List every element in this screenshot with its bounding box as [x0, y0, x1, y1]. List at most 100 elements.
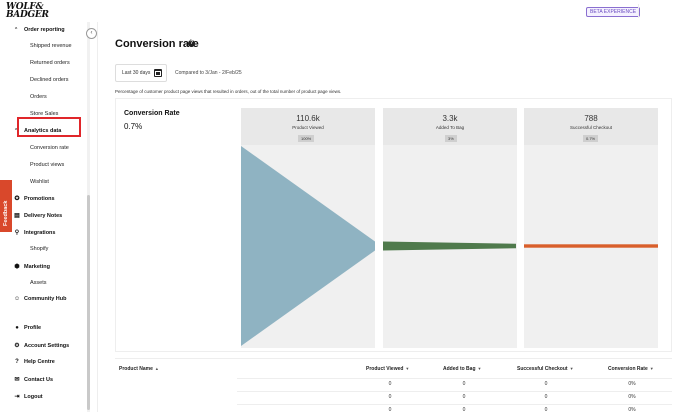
marketing-icon: ⬢	[14, 264, 20, 270]
funnel-step-product-viewed: 110.6k Product Viewed 100%	[241, 108, 375, 145]
sidebar-item-wishlist[interactable]: Wishlist	[30, 179, 49, 185]
date-range-picker[interactable]: Last 30 days	[115, 64, 167, 82]
calendar-icon	[154, 69, 162, 77]
table-cell: 0	[388, 394, 392, 400]
top-bar: WOLF& BADGER BETA EXPERIENCE	[0, 0, 688, 22]
feedback-tab[interactable]: Feedback	[0, 180, 12, 232]
sidebar-item-order-reporting[interactable]: ⌃ Order reporting	[14, 27, 65, 33]
col-header-label: Added to Bag	[443, 366, 476, 372]
sidebar-item-label: Orders	[30, 94, 47, 100]
sidebar-item-label: Help Centre	[24, 359, 55, 365]
table-cell: 0%	[628, 407, 636, 412]
sidebar-item-label: Shopify	[30, 246, 49, 252]
sidebar-item-product-views[interactable]: Product views	[30, 162, 64, 168]
sort-desc-icon: ▼	[569, 366, 574, 371]
funnel-step-label: Successful Checkout	[569, 125, 613, 130]
sidebar-item-label: Analytics data	[24, 128, 62, 134]
col-header-successful-checkout[interactable]: Successful Checkout ▼	[517, 366, 574, 372]
divider	[97, 22, 98, 412]
sidebar-item-marketing[interactable]: ⬢ Marketing	[14, 263, 50, 270]
sidebar-item-shipped-revenue[interactable]: Shipped revenue	[30, 43, 72, 49]
sort-asc-icon: ▲	[154, 366, 159, 371]
profile-icon: ●	[15, 325, 19, 331]
feedback-label: Feedback	[3, 200, 9, 226]
sidebar-item-label: Community Hub	[24, 296, 67, 302]
help-centre-icon: ?	[15, 359, 19, 365]
integrations-icon: ⚲	[14, 230, 20, 236]
funnel-column-bg	[524, 108, 658, 348]
sidebar-item-profile[interactable]: ● Profile	[14, 325, 41, 331]
user-menu[interactable]	[638, 4, 662, 18]
sidebar-item-label: Promotions	[24, 196, 55, 202]
funnel-step-pct: 0.7%	[583, 135, 599, 142]
sidebar-item-assets[interactable]: Assets	[30, 280, 47, 286]
table-cell: 0	[544, 394, 548, 400]
beta-experience-badge[interactable]: BETA EXPERIENCE	[586, 7, 641, 17]
promotions-icon: ✪	[14, 196, 20, 202]
sidebar-item-shopify[interactable]: Shopify	[30, 246, 48, 252]
sidebar-item-label: Declined orders	[30, 77, 69, 83]
sidebar-item-analytics-data[interactable]: ⌃ Analytics data	[14, 128, 61, 134]
col-header-label: Product Viewed	[366, 366, 404, 372]
account-settings-icon: ⚙	[14, 343, 20, 349]
col-header-added-to-bag[interactable]: Added to Bag ▼	[443, 366, 481, 372]
conversion-rate-title: Conversion Rate	[124, 110, 180, 117]
sidebar-item-store-sales[interactable]: Store Sales	[30, 111, 58, 117]
table-cell: 0%	[628, 394, 636, 400]
funnel-step-value: 788	[584, 114, 598, 123]
table-row[interactable]	[237, 404, 672, 405]
chevron-up-icon: ⌃	[14, 27, 19, 33]
collapse-sidebar-button[interactable]: ‹	[86, 28, 97, 39]
table-cell: 0	[462, 407, 466, 412]
help-icon[interactable]: ?	[188, 40, 195, 47]
funnel-step-successful-checkout: 788 Successful Checkout 0.7%	[524, 108, 658, 145]
sidebar-item-community-hub[interactable]: ☺ Community Hub	[14, 296, 66, 302]
sidebar-scrollbar-thumb[interactable]	[87, 195, 90, 410]
col-header-product-viewed[interactable]: Product Viewed ▼	[366, 366, 409, 372]
table-cell: 0	[462, 394, 466, 400]
sidebar-item-logout[interactable]: ⇥ Logout	[14, 393, 43, 400]
logout-icon: ⇥	[14, 394, 20, 400]
sidebar-item-label: Shipped revenue	[30, 43, 72, 49]
sidebar-item-label: Assets	[30, 280, 47, 286]
table-row[interactable]	[237, 391, 672, 392]
sidebar-item-label: Conversion rate	[30, 145, 69, 151]
sidebar-item-label: Contact Us	[24, 377, 54, 383]
table-row[interactable]	[237, 378, 672, 379]
table-cell: 0	[544, 407, 548, 412]
sidebar-item-returned-orders[interactable]: Returned orders	[30, 60, 70, 66]
contact-us-icon: ✉	[14, 377, 20, 383]
sidebar-item-label: Marketing	[24, 264, 50, 270]
funnel-column-bg	[383, 108, 517, 348]
sidebar-item-conversion-rate[interactable]: Conversion rate	[30, 145, 69, 151]
funnel-step-added-to-bag: 3.3k Added To Bag 3%	[383, 108, 517, 145]
conversion-rate-value: 0.7%	[124, 122, 143, 131]
page-title: Conversion rate	[115, 38, 199, 50]
sidebar-item-account-settings[interactable]: ⚙ Account Settings	[14, 342, 69, 349]
sidebar-item-contact-us[interactable]: ✉ Contact Us	[14, 376, 53, 383]
logo[interactable]: WOLF& BADGER	[6, 2, 49, 20]
sidebar-item-integrations[interactable]: ⚲ Integrations	[14, 229, 56, 236]
sidebar-item-label: Integrations	[24, 230, 56, 236]
sidebar-item-promotions[interactable]: ✪ Promotions	[14, 195, 55, 202]
table-divider	[115, 358, 672, 359]
funnel-step-pct: 3%	[445, 135, 457, 142]
table-cell: 0	[388, 381, 392, 387]
description: Percentage of customer product page view…	[115, 89, 342, 94]
col-header-label: Conversion Rate	[608, 366, 648, 372]
sidebar-item-orders[interactable]: Orders	[30, 94, 47, 100]
col-header-product-name[interactable]: Product Name ▲	[119, 366, 159, 372]
funnel-step-pct: 100%	[298, 135, 315, 142]
sidebar-item-declined-orders[interactable]: Declined orders	[30, 77, 69, 83]
sort-desc-icon: ▼	[477, 366, 482, 371]
col-header-conversion-rate[interactable]: Conversion Rate ▼	[608, 366, 654, 372]
sidebar-item-help-centre[interactable]: ? Help Centre	[14, 359, 55, 365]
date-range-label: Last 30 days	[122, 70, 151, 76]
community-hub-icon: ☺	[14, 296, 21, 302]
sidebar-item-label: Logout	[24, 394, 43, 400]
sidebar-item-label: Delivery Notes	[24, 213, 63, 219]
table-cell: 0	[388, 407, 392, 412]
sidebar-item-delivery-notes[interactable]: ▤ Delivery Notes	[14, 212, 62, 219]
sidebar-item-label: Returned orders	[30, 60, 70, 66]
sidebar-item-label: Store Sales	[30, 111, 59, 117]
